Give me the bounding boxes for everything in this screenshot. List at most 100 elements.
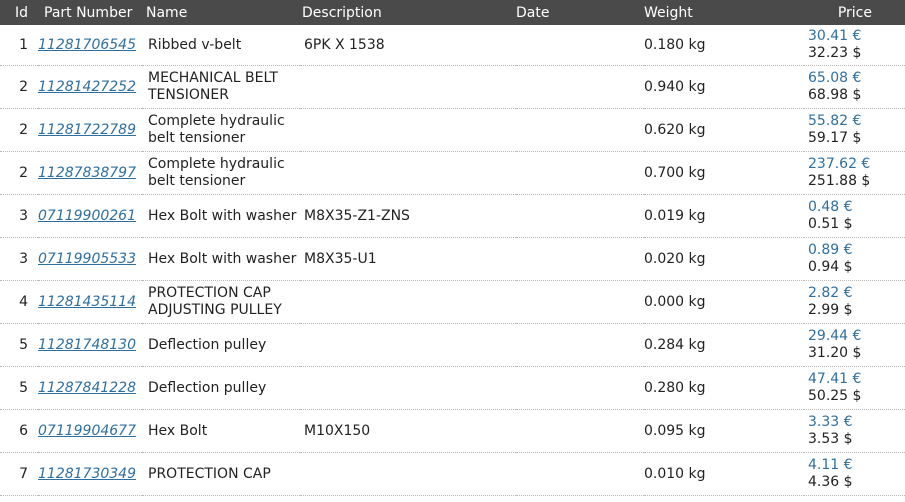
part-number-link[interactable]: 07119904677 [38, 422, 136, 439]
table-body: 1 11281706545 Ribbed v-belt 6PK X 1538 0… [0, 25, 905, 496]
row-weight: 0.000 kg [644, 280, 804, 324]
table-row: 1 11281706545 Ribbed v-belt 6PK X 1538 0… [0, 25, 905, 66]
part-number-cell: 11287841228 [38, 366, 142, 410]
part-number-link[interactable]: 11287838797 [38, 164, 136, 181]
price-cell: 3.33 €3.53 $ [804, 409, 905, 453]
part-number-cell: 11281748130 [38, 323, 142, 367]
part-number-cell: 11281435114 [38, 280, 142, 324]
row-weight: 0.020 kg [644, 237, 804, 281]
row-description [300, 323, 516, 367]
price-eur: 47.41 € [808, 371, 862, 387]
part-number-link[interactable]: 11281748130 [38, 336, 136, 353]
row-id: 2 [0, 151, 38, 195]
header-part-number[interactable]: Part Number [38, 0, 142, 25]
price-usd: 251.88 $ [808, 173, 871, 189]
row-date [516, 280, 644, 324]
row-weight: 0.620 kg [644, 108, 804, 152]
part-number-link[interactable]: 11287841228 [38, 379, 136, 396]
price-eur: 65.08 € [808, 70, 862, 86]
row-name: Hex Bolt with washer [142, 237, 300, 281]
row-name: PROTECTION CAP ADJUSTING PULLEY [142, 280, 300, 324]
part-number-link[interactable]: 07119900261 [38, 207, 136, 224]
part-number-cell: 11281706545 [38, 25, 142, 66]
part-number-link[interactable]: 11281730349 [38, 465, 136, 482]
part-number-link[interactable]: 11281427252 [38, 78, 136, 95]
price-usd: 32.23 $ [808, 45, 862, 61]
price-eur: 29.44 € [808, 328, 862, 344]
header-weight[interactable]: Weight [644, 0, 804, 25]
row-date [516, 194, 644, 238]
row-id: 4 [0, 280, 38, 324]
price-eur: 2.82 € [808, 285, 853, 301]
row-id: 6 [0, 409, 38, 453]
row-description: M8X35-U1 [300, 237, 516, 281]
part-number-link[interactable]: 11281706545 [38, 36, 136, 53]
part-number-cell: 11281730349 [38, 452, 142, 496]
price-usd: 0.51 $ [808, 216, 853, 232]
table-row: 3 07119905533 Hex Bolt with washer M8X35… [0, 237, 905, 281]
part-number-link[interactable]: 11281722789 [38, 121, 136, 138]
row-date [516, 452, 644, 496]
price-eur: 4.11 € [808, 457, 853, 473]
price-cell: 0.48 €0.51 $ [804, 194, 905, 238]
row-name: Complete hydraulic belt tensioner [142, 108, 300, 152]
price-cell: 0.89 €0.94 $ [804, 237, 905, 281]
part-number-link[interactable]: 11281435114 [38, 293, 136, 310]
price-cell: 47.41 €50.25 $ [804, 366, 905, 410]
price-usd: 0.94 $ [808, 259, 853, 275]
row-weight: 0.284 kg [644, 323, 804, 367]
header-description[interactable]: Description [300, 0, 516, 25]
row-name: MECHANICAL BELT TENSIONER [142, 65, 300, 109]
row-date [516, 409, 644, 453]
table-row: 3 07119900261 Hex Bolt with washer M8X35… [0, 194, 905, 238]
price-eur: 30.41 € [808, 28, 862, 44]
price-usd: 4.36 $ [808, 474, 853, 490]
header-price[interactable]: Price [804, 0, 905, 25]
price-usd: 2.99 $ [808, 302, 853, 318]
row-weight: 0.700 kg [644, 151, 804, 195]
header-name[interactable]: Name [142, 0, 300, 25]
row-name: Hex Bolt [142, 409, 300, 453]
price-cell: 237.62 €251.88 $ [804, 151, 905, 195]
table-row: 2 11287838797 Complete hydraulic belt te… [0, 151, 905, 195]
table-row: 2 11281722789 Complete hydraulic belt te… [0, 108, 905, 152]
table-row: 7 11281730349 PROTECTION CAP 0.010 kg 4.… [0, 452, 905, 496]
price-usd: 31.20 $ [808, 345, 862, 361]
price-cell: 65.08 €68.98 $ [804, 65, 905, 109]
row-name: Complete hydraulic belt tensioner [142, 151, 300, 195]
table-row: 6 07119904677 Hex Bolt M10X150 0.095 kg … [0, 409, 905, 453]
part-number-cell: 11281722789 [38, 108, 142, 152]
row-id: 1 [0, 25, 38, 66]
row-date [516, 108, 644, 152]
part-number-cell: 07119904677 [38, 409, 142, 453]
row-description [300, 452, 516, 496]
row-description [300, 65, 516, 109]
row-weight: 0.280 kg [644, 366, 804, 410]
price-eur: 237.62 € [808, 156, 871, 172]
row-name: Hex Bolt with washer [142, 194, 300, 238]
row-id: 3 [0, 237, 38, 281]
row-date [516, 25, 644, 66]
row-description: M8X35-Z1-ZNS [300, 194, 516, 238]
row-weight: 0.019 kg [644, 194, 804, 238]
row-date [516, 237, 644, 281]
price-cell: 55.82 €59.17 $ [804, 108, 905, 152]
price-usd: 50.25 $ [808, 388, 862, 404]
row-description: 6PK X 1538 [300, 25, 516, 66]
row-description [300, 280, 516, 324]
price-cell: 2.82 €2.99 $ [804, 280, 905, 324]
row-name: Deflection pulley [142, 366, 300, 410]
table-row: 4 11281435114 PROTECTION CAP ADJUSTING P… [0, 280, 905, 324]
part-number-link[interactable]: 07119905533 [38, 250, 136, 267]
row-date [516, 366, 644, 410]
row-id: 2 [0, 108, 38, 152]
row-date [516, 151, 644, 195]
part-number-cell: 07119905533 [38, 237, 142, 281]
price-eur: 0.48 € [808, 199, 853, 215]
part-number-cell: 07119900261 [38, 194, 142, 238]
header-date[interactable]: Date [516, 0, 644, 25]
row-id: 7 [0, 452, 38, 496]
price-usd: 3.53 $ [808, 431, 853, 447]
row-description [300, 366, 516, 410]
header-id[interactable]: Id [0, 0, 38, 25]
